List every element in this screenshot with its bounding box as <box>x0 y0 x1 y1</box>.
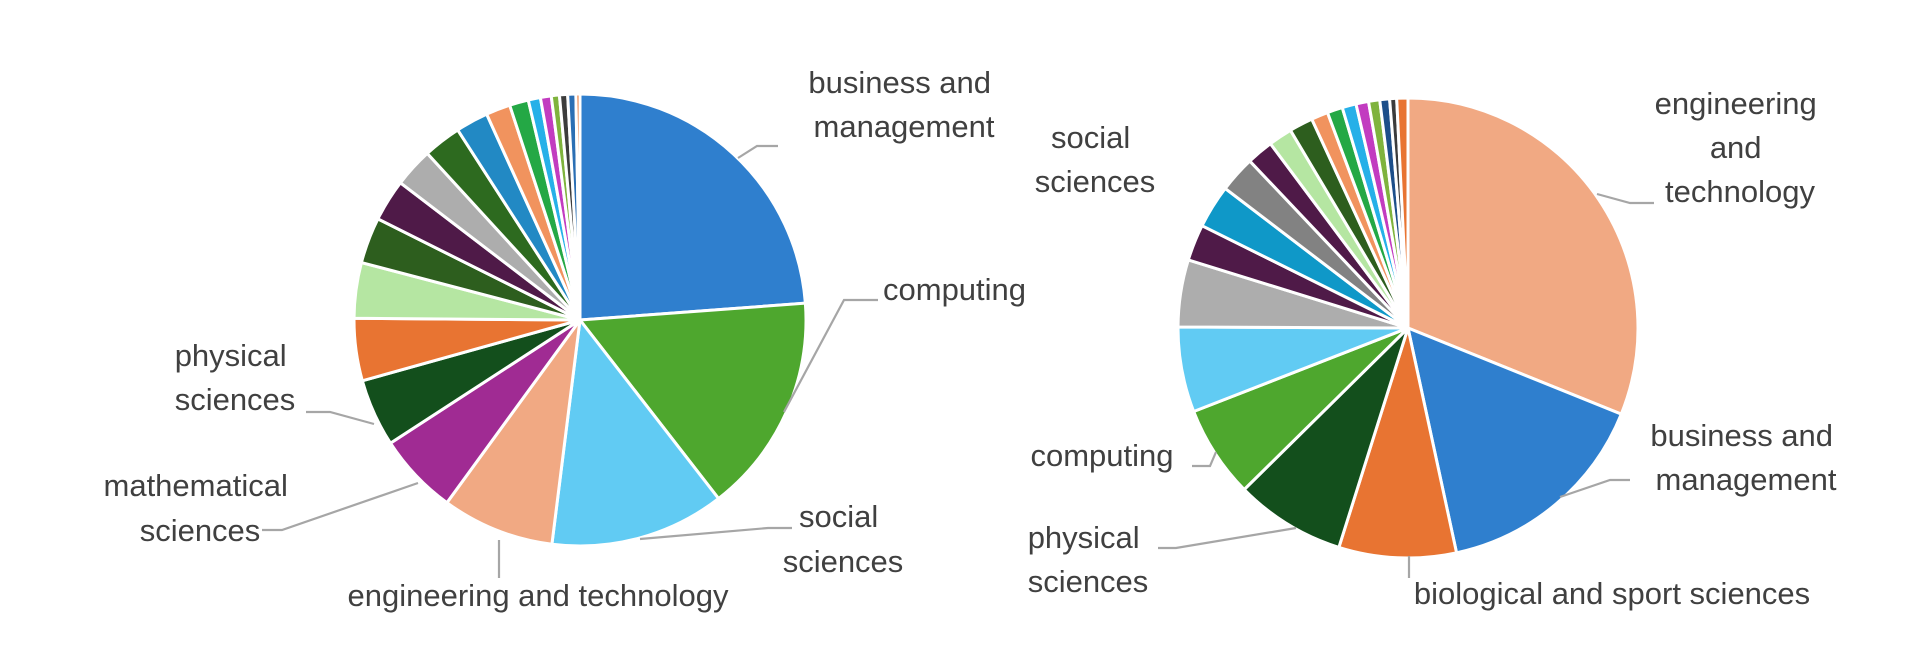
pie-slice-left-computing <box>577 301 808 501</box>
leader-physical-sciences-left <box>306 410 375 426</box>
pie-slice-left-other-15 <box>574 92 582 321</box>
label-physical-sciences-right: physical sciences <box>1028 520 1149 599</box>
pie-slice-left-engineering-and-technology <box>444 319 582 546</box>
leader-engineering-and-technology-right <box>1596 192 1654 205</box>
pie-slice-right-social-sciences <box>1395 96 1410 329</box>
leader-business-and-management-right <box>1559 478 1630 499</box>
label-mathematical-sciences-left: mathematical sciences <box>104 468 297 548</box>
leader-computing-right <box>1192 451 1218 468</box>
pie-slice-right-physical-sciences <box>1242 326 1410 550</box>
pie-slice-right-engineering-and-technology <box>1406 96 1640 417</box>
leader-physical-sciences-right <box>1158 526 1297 550</box>
label-business-and-management-left: business and management <box>808 65 999 144</box>
leader-social-sciences-left <box>639 526 792 541</box>
leader-lines-left <box>262 144 878 578</box>
pie-slice-left-social-sciences <box>550 316 721 548</box>
leader-lines-right <box>1158 192 1654 578</box>
labels-left: business and management computing social… <box>104 65 1027 613</box>
pie-chart-left <box>352 92 808 548</box>
label-engineering-and-technology-left: engineering and technology <box>348 578 729 613</box>
label-biological-and-sport-sciences-right: biological and sport sciences <box>1414 576 1810 611</box>
label-social-sciences-right: social sciences <box>1035 120 1156 199</box>
label-computing-left: computing <box>883 272 1026 307</box>
leader-computing-left <box>783 298 878 413</box>
pie-chart-right <box>1176 96 1640 560</box>
pie-slice-right-biological-and-sport-sciences <box>1336 322 1459 560</box>
leader-business-and-management-left <box>737 144 778 159</box>
label-engineering-and-technology-right: engineering and technology <box>1655 86 1826 209</box>
label-computing-right: computing <box>1030 438 1173 473</box>
label-social-sciences-left: social sciences <box>783 499 904 579</box>
label-physical-sciences-left: physical sciences <box>175 338 296 417</box>
pie-slice-left-business-and-management <box>578 92 807 322</box>
label-business-and-management-right: business and management <box>1650 418 1841 497</box>
leader-mathematical-sciences-left <box>262 481 419 532</box>
labels-right: engineering and technology business and … <box>1028 86 1841 611</box>
pie-slice-right-business-and-management <box>1405 325 1624 555</box>
